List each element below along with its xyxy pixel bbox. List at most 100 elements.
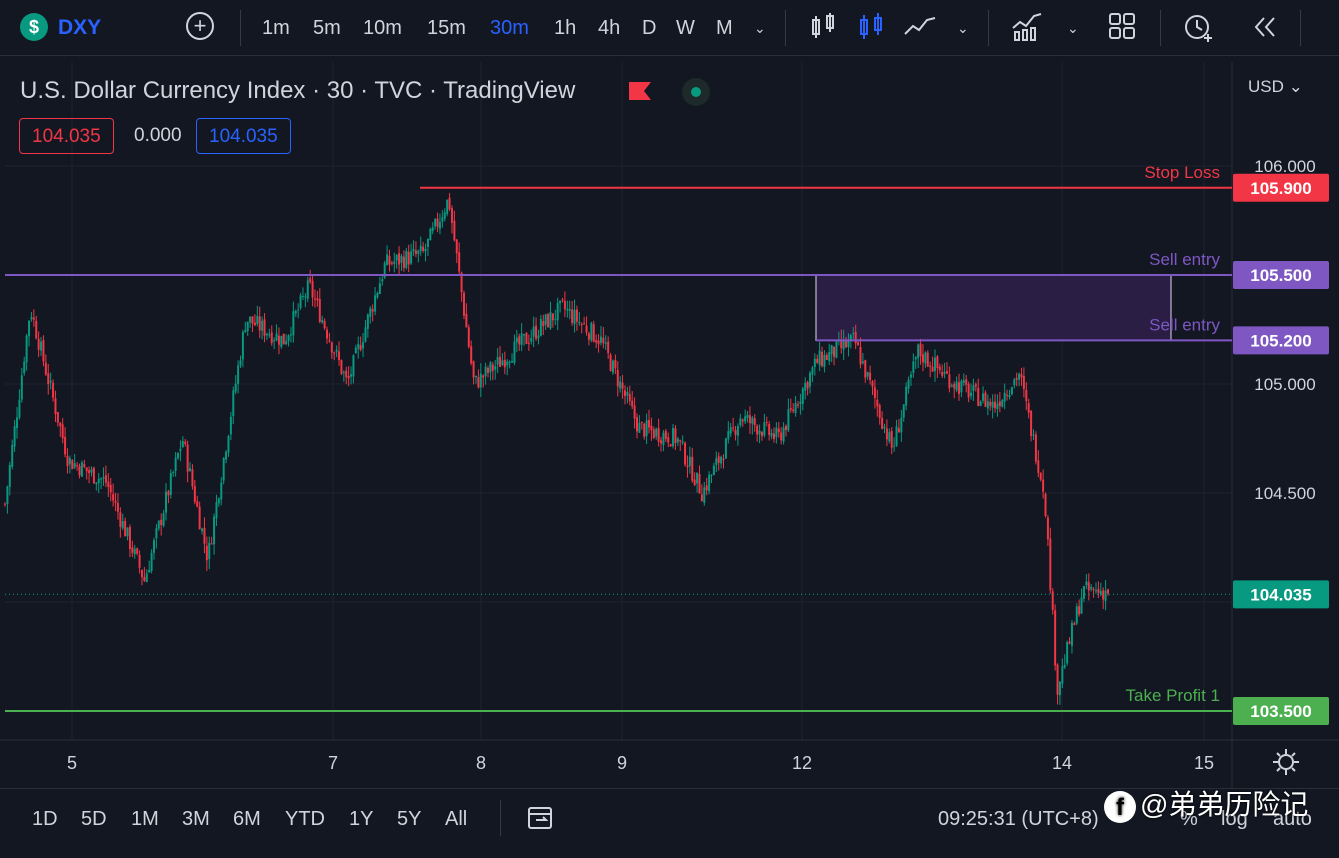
range-1d[interactable]: 1D [32, 808, 58, 830]
candle-body [472, 361, 475, 378]
range-all[interactable]: All [445, 808, 468, 830]
price-chart[interactable]: Stop Loss 105.900 Sell entry 105.500 Sell en… [0, 0, 1339, 788]
candle-body [530, 337, 533, 342]
candle-body [489, 362, 492, 373]
indicators-chevron-down-icon[interactable]: ⌄ [1067, 20, 1079, 36]
candle-body [107, 481, 110, 488]
candle-body [1039, 473, 1042, 480]
interval-1m[interactable]: 1m [262, 17, 290, 39]
candle-body [674, 428, 677, 444]
range-5d[interactable]: 5D [81, 808, 107, 830]
candle-body [794, 402, 797, 413]
interval-1h[interactable]: 1h [554, 17, 577, 39]
candle-body [998, 401, 1001, 407]
compare-add-icon[interactable]: + [186, 12, 214, 40]
interval-chevron-down-icon[interactable]: ⌄ [754, 20, 766, 36]
candle-body [712, 465, 715, 476]
candle-body [592, 324, 595, 342]
candle-body [395, 255, 398, 261]
candle-body [1013, 379, 1016, 386]
interval-4h[interactable]: 4h [598, 17, 621, 39]
candle-body [1085, 581, 1088, 586]
currency-selector[interactable]: USD ⌄ [1248, 77, 1303, 96]
range-1m[interactable]: 1M [131, 808, 159, 830]
candle-body [258, 316, 261, 331]
candle-body [299, 295, 302, 308]
candle-body [544, 314, 547, 325]
candle-body [352, 355, 355, 377]
candle-body [1094, 590, 1097, 592]
indicators-icon[interactable] [1010, 10, 1044, 44]
candle-body [458, 252, 461, 272]
chart-type-chevron-down-icon[interactable]: ⌄ [957, 20, 969, 36]
chart-panel[interactable] [5, 62, 1339, 788]
range-6m[interactable]: 6M [233, 808, 261, 830]
interval-10m[interactable]: 10m [363, 17, 402, 39]
alarm-add-icon[interactable] [1182, 10, 1216, 44]
bar-chart-icon[interactable] [806, 10, 840, 44]
candle-body [66, 455, 69, 466]
candle-body [962, 380, 965, 383]
interval-d[interactable]: D [642, 17, 657, 39]
candle-body [145, 573, 148, 583]
range-5y[interactable]: 5Y [397, 808, 422, 830]
symbol-search-button[interactable]: DXY [58, 16, 102, 39]
candle-body [196, 501, 199, 507]
candle-body [722, 458, 725, 460]
level-price-tag [1233, 173, 1329, 202]
interval-5m[interactable]: 5m [313, 17, 341, 39]
candle-body [650, 425, 653, 431]
candle-body [102, 477, 105, 479]
candles-icon[interactable] [854, 10, 888, 44]
candle-body [960, 380, 963, 393]
clock-timezone[interactable]: 09:25:31 (UTC+8) [938, 808, 1099, 830]
interval-30m[interactable]: 30m [490, 17, 529, 39]
candle-body [229, 416, 232, 435]
candle-body [1107, 589, 1109, 594]
candle-body [1006, 394, 1009, 396]
levels-layer: Stop Loss 105.900 Sell entry 105.500 Sell en… [5, 163, 1329, 725]
candle-body [849, 335, 852, 341]
candle-body [16, 417, 19, 429]
log-toggle[interactable]: log [1221, 808, 1248, 830]
candle-body [979, 401, 982, 406]
candle-body [366, 314, 369, 329]
candle-body [842, 340, 845, 350]
candle-body [888, 432, 891, 442]
toolbar-divider [988, 10, 989, 46]
candle-body [948, 374, 951, 389]
interval-15m[interactable]: 15m [427, 17, 466, 39]
candle-body [991, 401, 994, 408]
candle-body [217, 498, 220, 504]
range-3m[interactable]: 3M [182, 808, 210, 830]
candle-body [835, 341, 838, 358]
candle-body [780, 432, 783, 441]
candle-body [246, 321, 249, 331]
candle-body [374, 295, 377, 312]
candle-body [1037, 460, 1040, 473]
candle-body [78, 466, 81, 476]
candle-body [1049, 538, 1052, 591]
candle-body [1003, 392, 1006, 402]
candle-body [318, 299, 321, 323]
interval-m[interactable]: M [716, 17, 733, 39]
auto-toggle[interactable]: auto [1273, 808, 1312, 830]
replay-icon[interactable] [1248, 10, 1282, 44]
bid-price[interactable]: 104.035 [19, 118, 114, 154]
goto-date-icon[interactable] [526, 803, 556, 833]
candle-body [857, 342, 860, 346]
interval-w[interactable]: W [676, 17, 695, 39]
settings-gear-icon[interactable] [1272, 748, 1300, 776]
percent-toggle[interactable]: % [1180, 808, 1198, 830]
line-chart-icon[interactable] [903, 10, 937, 44]
range-1y[interactable]: 1Y [349, 808, 374, 830]
bottom-divider [500, 800, 501, 836]
candle-body [770, 433, 773, 437]
candle-body [443, 212, 446, 219]
range-ytd[interactable]: YTD [285, 808, 325, 830]
y-tick-label: 106.000 [1254, 157, 1315, 176]
ask-price[interactable]: 104.035 [196, 118, 291, 154]
layout-grid-icon[interactable] [1106, 10, 1140, 44]
flag-icon[interactable] [629, 82, 651, 100]
candle-body [381, 279, 384, 282]
